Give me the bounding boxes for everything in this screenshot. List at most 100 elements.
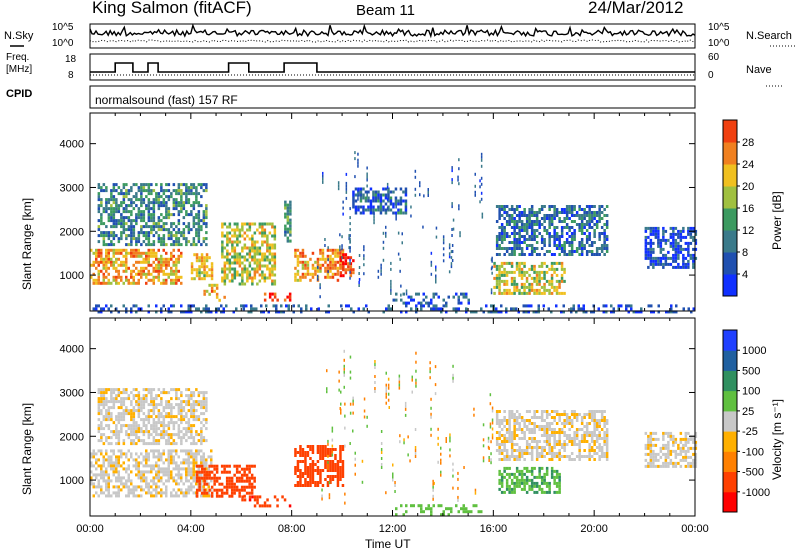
heatmap-cell (520, 478, 524, 482)
heatmap-cell (395, 205, 397, 209)
heatmap-cell (505, 211, 509, 214)
heatmap-cell (306, 445, 310, 448)
heatmap-cell (100, 260, 103, 264)
heatmap-cell (311, 275, 315, 279)
heatmap-cell (692, 440, 695, 444)
heatmap-cell (301, 260, 305, 264)
heatmap-cell (263, 228, 267, 232)
heatmap-cell (190, 449, 193, 453)
heatmap-cell (215, 488, 219, 492)
heatmap-cell (135, 254, 138, 258)
heatmap-cell (192, 186, 196, 190)
heatmap-cell (322, 171, 324, 175)
heatmap-cell (525, 410, 529, 413)
heatmap-cell (182, 192, 186, 196)
heatmap-cell (543, 229, 546, 232)
heatmap-cell (498, 410, 501, 413)
heatmap-cell (177, 222, 181, 226)
heatmap-cell (130, 409, 133, 413)
heatmap-cell (147, 436, 151, 440)
heatmap-cell (533, 410, 536, 413)
heatmap-cell (664, 464, 668, 468)
heatmap-cell (135, 251, 138, 255)
heatmap-cell (135, 433, 138, 437)
heatmap-cell (233, 258, 237, 262)
heatmap-cell (510, 431, 514, 434)
heatmap-cell (296, 484, 300, 487)
heatmap-cell (155, 183, 158, 187)
heatmap-cell (565, 217, 569, 220)
heatmap-cell (250, 482, 254, 486)
heatmap-cell (352, 271, 355, 275)
heatmap-cell (555, 484, 559, 488)
heatmap-cell (347, 262, 350, 266)
heatmap-cell (495, 247, 499, 250)
heatmap-cell (649, 443, 653, 447)
heatmap-cell (540, 455, 544, 458)
heatmap-cell (177, 403, 181, 407)
heatmap-cell (125, 430, 128, 434)
heatmap-cell (525, 223, 529, 226)
heatmap-cell (533, 276, 536, 280)
heatmap-cell (500, 247, 504, 250)
heatmap-cell (107, 281, 110, 285)
heatmap-cell (187, 418, 191, 422)
heatmap-cell (180, 409, 183, 413)
heatmap-cell (674, 265, 678, 269)
heatmap-cell (226, 261, 229, 265)
heatmap-cell (127, 278, 130, 282)
heatmap-cell (495, 264, 499, 268)
heatmap-cell (198, 268, 201, 272)
heatmap-cell (190, 482, 193, 486)
heatmap-cell (503, 434, 506, 437)
heatmap-cell (540, 208, 544, 211)
heatmap-cell (125, 467, 128, 471)
heatmap-cell (513, 208, 516, 211)
heatmap-cell (578, 229, 581, 232)
heatmap-cell (600, 217, 604, 220)
heatmap-cell (130, 470, 133, 474)
heatmap-cell (294, 469, 297, 472)
heatmap-cell (167, 195, 171, 199)
heatmap-cell (306, 484, 310, 487)
heatmap-cell (112, 231, 116, 235)
heatmap-cell (570, 413, 574, 416)
heatmap-cell (240, 304, 243, 308)
heatmap-cell (674, 247, 678, 251)
heatmap-cell (480, 191, 483, 195)
heatmap-cell (155, 482, 158, 486)
heatmap-cell (263, 292, 267, 296)
heatmap-cell (180, 275, 183, 279)
heatmap-cell (299, 451, 302, 454)
heatmap-cell (230, 479, 234, 483)
heatmap-cell (192, 415, 196, 419)
heatmap-cell (125, 455, 128, 459)
heatmap-cell (588, 416, 591, 419)
heatmap-cell (142, 421, 146, 425)
heatmap-cell (513, 235, 516, 238)
heatmap-cell (115, 476, 118, 480)
heatmap-cell (255, 307, 258, 311)
heatmap-cell (115, 427, 118, 431)
heatmap-cell (207, 310, 210, 314)
heatmap-cell (200, 406, 203, 410)
heatmap-cell (603, 437, 606, 440)
heatmap-cell (314, 272, 317, 276)
heatmap-cell (251, 243, 254, 247)
heatmap-cell (588, 410, 591, 413)
heatmap-cell (190, 461, 193, 465)
heatmap-cell (300, 307, 303, 311)
heatmap-cell (402, 301, 405, 305)
heatmap-cell (172, 479, 175, 483)
heatmap-cell (137, 394, 141, 398)
heatmap-cell (605, 428, 609, 431)
heatmap-cell (200, 262, 204, 266)
heatmap-cell (513, 437, 516, 440)
heatmap-cell (243, 231, 247, 235)
heatmap-cell (548, 250, 551, 253)
heatmap-cell (508, 413, 511, 416)
heatmap-cell (475, 310, 478, 314)
heatmap-cell (175, 403, 178, 407)
heatmap-cell (182, 222, 186, 226)
heatmap-cell (97, 388, 101, 392)
